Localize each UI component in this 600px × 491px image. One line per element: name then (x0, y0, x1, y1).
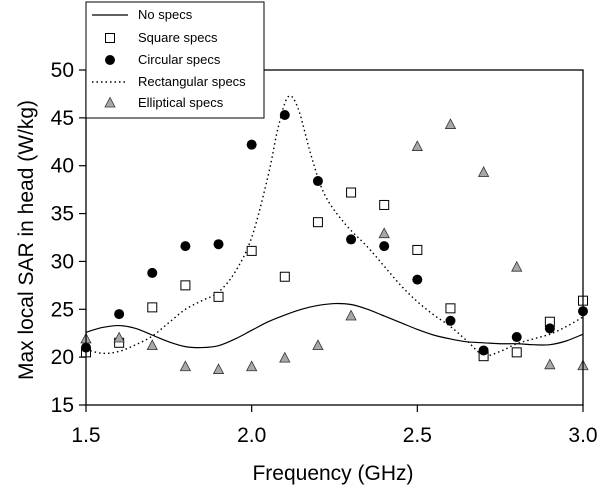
y-tick-label: 50 (51, 59, 74, 82)
data-point (511, 347, 522, 358)
data-point (379, 199, 390, 210)
legend-label: No specs (138, 7, 193, 22)
legend-box (85, 1, 265, 119)
legend-item: Elliptical specs (104, 95, 224, 110)
series-square-specs (81, 187, 588, 362)
legend-label: Rectangular specs (138, 74, 246, 89)
data-point (445, 315, 456, 326)
y-tick-label: 40 (51, 155, 74, 178)
data-point (312, 339, 324, 351)
x-tick-label: 3.0 (568, 424, 597, 447)
data-point (511, 332, 522, 343)
data-point (146, 339, 158, 351)
legend-label: Circular specs (138, 52, 221, 67)
data-point (478, 345, 489, 356)
y-tick-label: 20 (51, 346, 74, 369)
legend-item: Rectangular specs (92, 74, 246, 89)
data-point (213, 239, 224, 250)
x-tick-label: 2.0 (237, 424, 266, 447)
data-point (477, 166, 490, 177)
data-point (444, 118, 457, 129)
x-axis-title: Frequency (GHz) (252, 462, 413, 485)
legend-label: Elliptical specs (138, 95, 224, 110)
legend-item: No specs (92, 7, 193, 22)
data-point (346, 187, 357, 198)
plot-series (80, 95, 589, 374)
data-point (147, 302, 158, 313)
data-point (180, 280, 191, 291)
data-point (212, 363, 225, 374)
data-point (179, 360, 192, 372)
data-point (411, 140, 423, 151)
y-tick-label: 25 (51, 298, 74, 321)
x-tick-label: 2.5 (403, 424, 432, 447)
series-elliptical-specs (80, 118, 589, 374)
legend-item: Circular specs (105, 52, 221, 67)
data-point (246, 245, 257, 256)
series-line-no-specs (85, 302, 584, 349)
legend-item: Square specs (105, 30, 218, 45)
y-tick-label: 30 (51, 250, 74, 273)
data-point (312, 217, 323, 228)
data-point (279, 109, 290, 120)
data-point (312, 176, 323, 187)
series-line-rectangular-specs (85, 95, 584, 357)
y-axis: 15 20 25 30 35 40 45 50 (51, 59, 86, 417)
x-axis: 1.5 2.0 2.5 3.0 (71, 405, 598, 447)
data-point (114, 309, 125, 320)
data-point (412, 274, 423, 285)
data-point (213, 291, 224, 302)
x-tick-label: 1.5 (71, 424, 100, 447)
data-point (246, 360, 258, 372)
legend-swatch (105, 33, 115, 43)
data-point (246, 139, 257, 150)
data-point (544, 323, 555, 334)
data-point (180, 241, 191, 252)
y-tick-label: 15 (51, 394, 74, 417)
data-point (345, 309, 357, 321)
data-point (412, 244, 423, 255)
plot-frame (85, 69, 584, 406)
y-tick-label: 45 (51, 107, 74, 130)
legend: No specs Square specs Circular specs Rectan… (85, 1, 265, 119)
data-point (346, 234, 357, 245)
data-point (147, 267, 158, 278)
series-circular-specs (81, 109, 588, 356)
data-point (113, 331, 125, 343)
data-point (445, 303, 456, 314)
y-axis-title: Max local SAR in head (W/kg) (15, 100, 38, 380)
legend-swatch (105, 55, 115, 65)
data-point (379, 241, 390, 252)
data-point (279, 351, 291, 363)
data-point (279, 271, 290, 282)
data-point (511, 260, 523, 272)
legend-label: Square specs (138, 30, 218, 45)
y-tick-label: 35 (51, 203, 74, 226)
legend-swatch (104, 96, 116, 108)
data-point (544, 358, 556, 370)
data-point (378, 227, 390, 239)
